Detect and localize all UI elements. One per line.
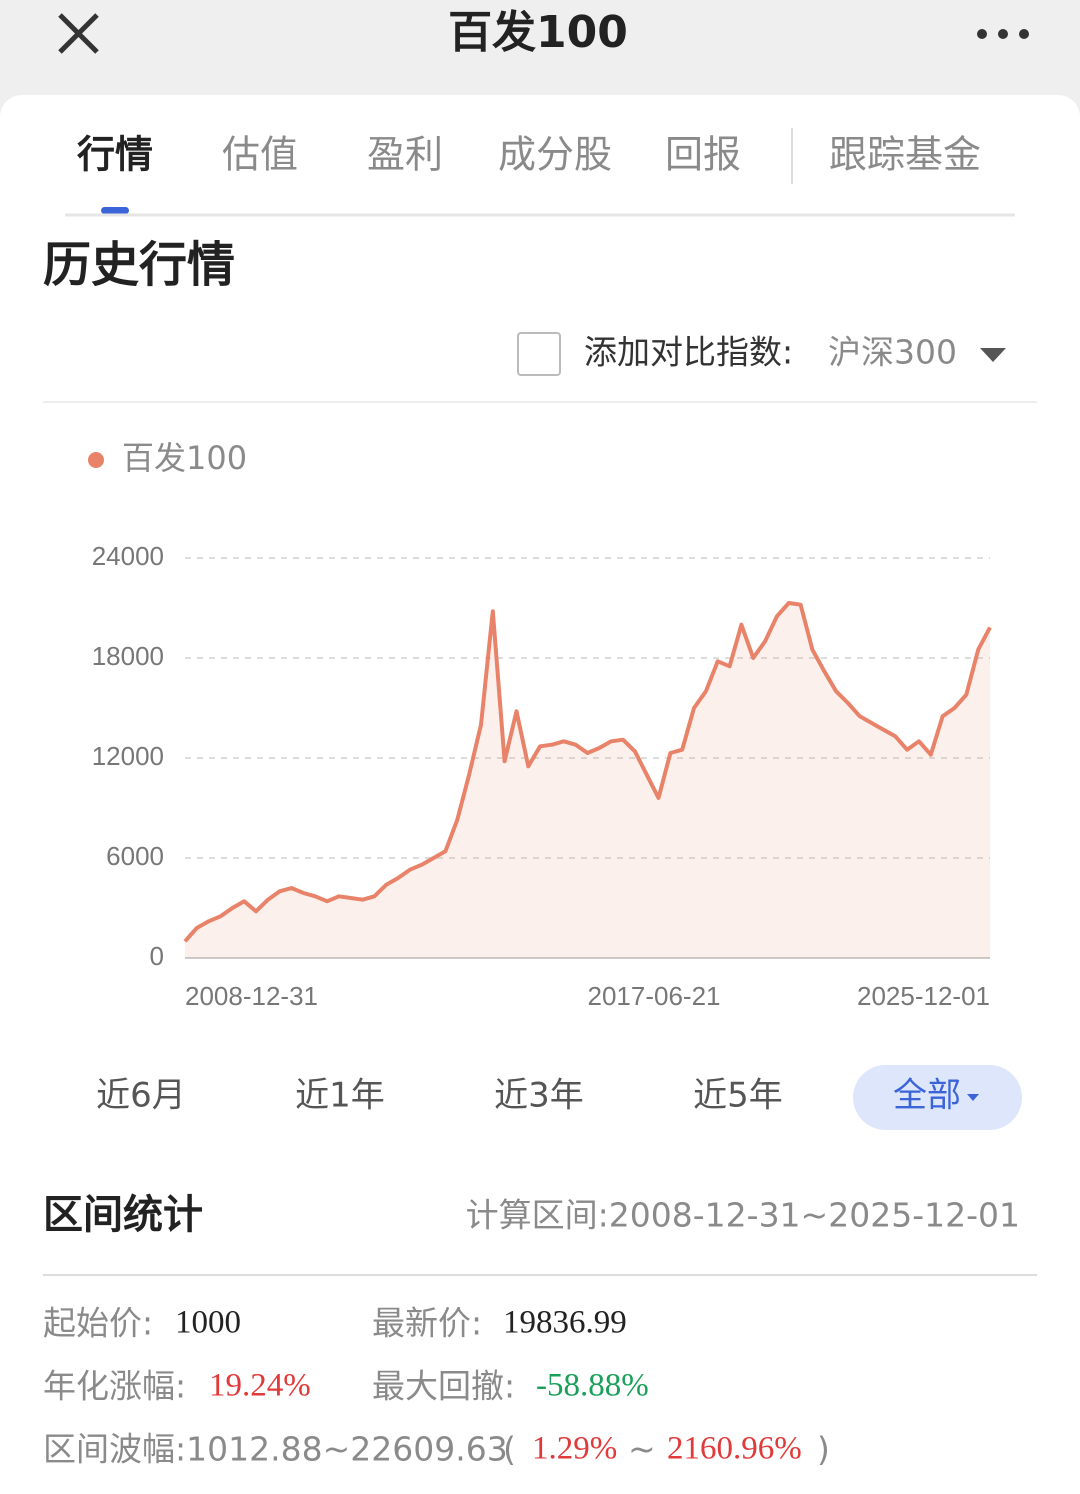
stat-label: 最大回撤: — [372, 1367, 515, 1406]
x-tick-label: 2008-12-31 — [185, 981, 318, 1011]
stats-period: 计算区间:2008-12-31~2025-12-01 — [466, 1196, 1020, 1235]
tab[interactable]: 行情 — [77, 133, 153, 177]
x-tick-label: 2025-12-01 — [857, 981, 990, 1011]
tab[interactable]: 成分股 — [498, 133, 612, 177]
compare-index[interactable]: 沪深300 — [828, 333, 957, 372]
close-icon[interactable] — [58, 13, 99, 54]
tab[interactable]: 盈利 — [367, 133, 443, 177]
stat-value: 19.24% — [209, 1368, 311, 1404]
section-title: 历史行情 — [43, 237, 235, 293]
compare-label: 添加对比指数: — [584, 333, 793, 372]
range-button[interactable]: 近6月 — [96, 1076, 186, 1116]
y-tick-label: 24000 — [92, 541, 164, 571]
range-caret — [967, 1094, 979, 1101]
area — [185, 603, 990, 958]
tab-bar: 行情 估值 盈利 成分股 回报 跟踪基金 — [77, 133, 981, 214]
stat-label: 最新价: — [372, 1304, 482, 1343]
range-button[interactable]: 近1年 — [295, 1076, 385, 1116]
dropdown-caret[interactable] — [980, 348, 1006, 362]
stat-sep: ~ — [628, 1430, 656, 1469]
stat-paren: ) — [817, 1430, 830, 1469]
more-icon[interactable] — [977, 29, 1029, 39]
tab-indicator — [101, 207, 129, 214]
range-button[interactable]: 近3年 — [494, 1076, 584, 1116]
card — [0, 95, 1080, 1494]
range-button-bg[interactable] — [853, 1065, 1022, 1130]
stat-paren: ( — [503, 1430, 516, 1469]
stats-title: 区间统计 — [43, 1192, 203, 1238]
stat-label: 起始价: — [43, 1304, 153, 1343]
tab[interactable]: 跟踪基金 — [829, 133, 981, 177]
y-tick-label: 6000 — [106, 841, 164, 871]
legend-label: 百发100 — [122, 439, 247, 477]
line — [183, 601, 992, 943]
stat-value: 2160.96% — [667, 1431, 802, 1467]
tab[interactable]: 回报 — [665, 133, 741, 177]
page-title: 百发100 — [448, 7, 628, 58]
compare-checkbox[interactable] — [517, 332, 561, 376]
stat-value: 1000 — [175, 1305, 241, 1341]
stat-value: 1.29% — [532, 1431, 617, 1467]
range-button[interactable]: 全部 — [893, 1076, 961, 1116]
stat-label: 区间波幅:1012.88~22609.63 — [43, 1430, 508, 1469]
stat-value: -58.88% — [536, 1368, 649, 1404]
legend-marker — [88, 452, 104, 468]
stat-label: 年化涨幅: — [43, 1367, 186, 1406]
x-tick-label: 2017-06-21 — [588, 981, 721, 1011]
y-tick-label: 0 — [150, 941, 164, 971]
stat-value: 19836.99 — [503, 1305, 627, 1341]
y-tick-label: 12000 — [92, 741, 164, 771]
chart: 百发100 0 6000 12000 18000 24000 2008-12-31 2017-… — [88, 439, 992, 1011]
y-tick-label: 18000 — [92, 641, 164, 671]
tab[interactable]: 估值 — [222, 133, 298, 177]
range-buttons: 近6月 近1年 近3年 近5年 全部 — [96, 1065, 1022, 1130]
range-button[interactable]: 近5年 — [693, 1076, 783, 1116]
